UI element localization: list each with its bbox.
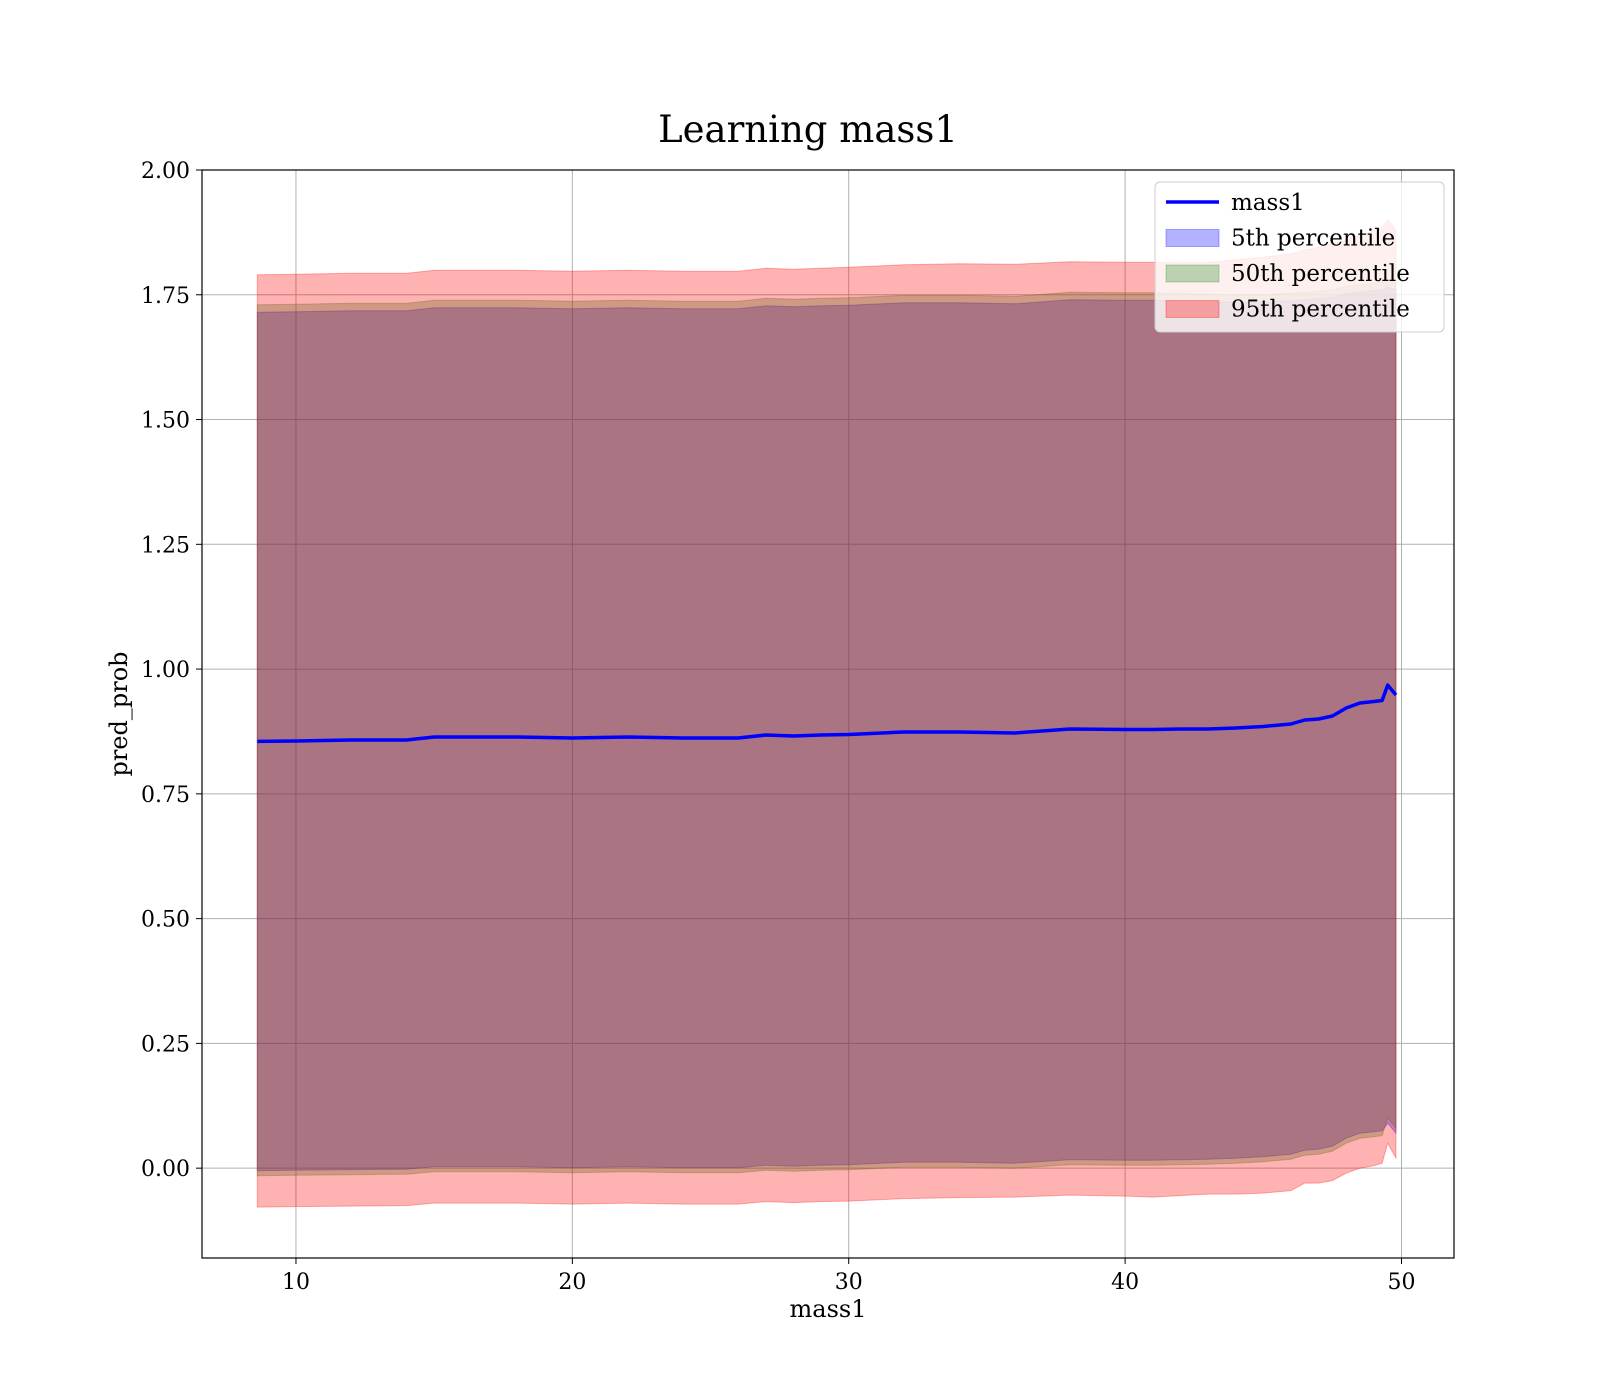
x-tick-label: 30	[835, 1270, 863, 1295]
legend-swatch-5th-percentile	[1165, 229, 1220, 247]
legend-swatch-95th-percentile	[1165, 300, 1220, 318]
legend-box	[1154, 181, 1445, 333]
y-tick-label: 1.50	[141, 409, 190, 434]
x-axis-label: mass1	[790, 1295, 867, 1323]
x-tick-label: 40	[1111, 1270, 1139, 1295]
legend-label-50th-percentile: 50th percentile	[1231, 261, 1410, 287]
y-tick-label: 0.75	[141, 783, 190, 808]
series-lines	[257, 683, 1398, 744]
legend-swatch-50th-percentile	[1165, 264, 1220, 283]
band-50th-percentile	[256, 279, 1397, 1177]
x-tick-label: 20	[558, 1270, 586, 1295]
y-tick-label: 2.00	[141, 159, 190, 184]
y-tick-label: 1.00	[141, 658, 190, 683]
x-tick-label: 10	[282, 1270, 310, 1295]
legend-label-mass1: mass1	[1231, 190, 1305, 216]
legend-label-95th-percentile: 95th percentile	[1231, 297, 1410, 323]
axis-ticks: 10 20 30 40 50 0.00 0.25 0.50 0.75 1.00 1.25 1.50 1.…	[141, 159, 1415, 1295]
series-line-mass1	[257, 683, 1398, 744]
plot-frame	[201, 169, 1455, 1259]
y-tick-label: 0.25	[141, 1032, 190, 1057]
legend: mass1 5th percentile 50th percentile 95th p…	[1154, 181, 1445, 333]
y-tick-label: 1.75	[141, 284, 190, 309]
percentile-bands	[256, 219, 1397, 1208]
y-tick-label: 0.50	[141, 908, 190, 933]
legend-label-5th-percentile: 5th percentile	[1231, 226, 1395, 252]
y-axis-label: pred_prob	[105, 651, 133, 776]
chart-title: Learning mass1	[658, 108, 958, 151]
y-tick-label: 0.00	[141, 1157, 190, 1182]
band-5th-percentile	[256, 286, 1397, 1172]
y-tick-label: 1.25	[141, 533, 190, 558]
x-tick-label: 50	[1387, 1270, 1415, 1295]
band-95th-percentile	[256, 219, 1397, 1208]
